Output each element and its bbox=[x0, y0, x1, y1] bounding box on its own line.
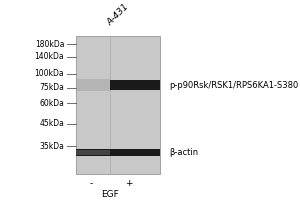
Text: 140kDa: 140kDa bbox=[35, 52, 64, 61]
Bar bbox=[76, 79, 110, 91]
Text: β-actin: β-actin bbox=[169, 148, 198, 157]
Text: +: + bbox=[125, 179, 132, 188]
Text: 45kDa: 45kDa bbox=[39, 119, 64, 128]
Text: A-431: A-431 bbox=[105, 2, 130, 27]
Text: 35kDa: 35kDa bbox=[39, 142, 64, 151]
Bar bbox=[76, 150, 110, 155]
Text: 75kDa: 75kDa bbox=[39, 83, 64, 92]
Text: EGF: EGF bbox=[101, 190, 119, 199]
Bar bbox=[110, 80, 160, 90]
Bar bbox=[76, 36, 160, 174]
Text: -: - bbox=[89, 179, 93, 188]
Text: 60kDa: 60kDa bbox=[39, 99, 64, 108]
Bar bbox=[76, 149, 160, 156]
Text: 180kDa: 180kDa bbox=[35, 40, 64, 49]
Text: 100kDa: 100kDa bbox=[35, 69, 64, 78]
Text: p-p90Rsk/RSK1/RPS6KA1-S380: p-p90Rsk/RSK1/RPS6KA1-S380 bbox=[169, 81, 298, 90]
